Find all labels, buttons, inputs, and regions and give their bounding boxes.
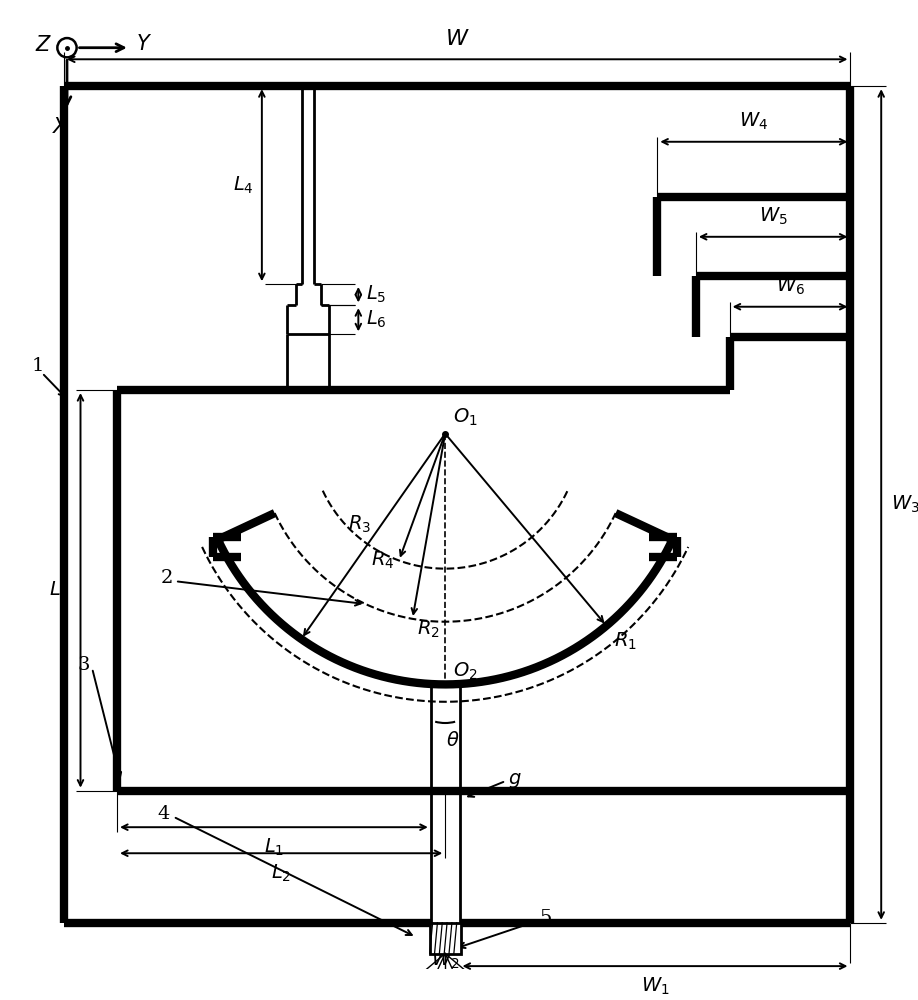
Text: 1: 1 bbox=[32, 357, 44, 375]
Text: $X$: $X$ bbox=[52, 117, 70, 137]
Text: $W$: $W$ bbox=[445, 28, 470, 50]
Text: 5: 5 bbox=[540, 909, 552, 927]
Text: $\theta$: $\theta$ bbox=[446, 731, 460, 750]
Text: $R_3$: $R_3$ bbox=[348, 514, 371, 535]
Text: $W_6$: $W_6$ bbox=[776, 276, 804, 297]
Text: $W_3$: $W_3$ bbox=[890, 494, 918, 515]
Text: $W_5$: $W_5$ bbox=[759, 206, 788, 227]
Text: $g$: $g$ bbox=[508, 771, 521, 790]
Text: $L_4$: $L_4$ bbox=[233, 175, 254, 196]
Text: $L_1$: $L_1$ bbox=[263, 837, 284, 858]
Text: 4: 4 bbox=[158, 805, 170, 823]
Text: $W_1$: $W_1$ bbox=[641, 976, 669, 997]
Text: $L_3$: $L_3$ bbox=[49, 580, 69, 601]
Text: 3: 3 bbox=[78, 656, 90, 674]
Text: $R_4$: $R_4$ bbox=[371, 550, 394, 571]
Text: $R_1$: $R_1$ bbox=[614, 631, 637, 652]
Bar bbox=[430, 923, 461, 954]
Text: $L_5$: $L_5$ bbox=[366, 284, 386, 305]
Text: 2: 2 bbox=[161, 569, 174, 587]
Text: $R_2$: $R_2$ bbox=[418, 619, 440, 640]
Text: $O_1$: $O_1$ bbox=[453, 407, 477, 428]
Text: $Y$: $Y$ bbox=[137, 34, 152, 54]
Text: $L_2$: $L_2$ bbox=[271, 863, 291, 884]
Text: $L_6$: $L_6$ bbox=[366, 309, 386, 330]
Text: $W_2$: $W_2$ bbox=[431, 950, 459, 971]
Text: $O_2$: $O_2$ bbox=[453, 661, 477, 682]
Text: $Z$: $Z$ bbox=[36, 35, 52, 55]
Text: $W_4$: $W_4$ bbox=[739, 111, 768, 132]
